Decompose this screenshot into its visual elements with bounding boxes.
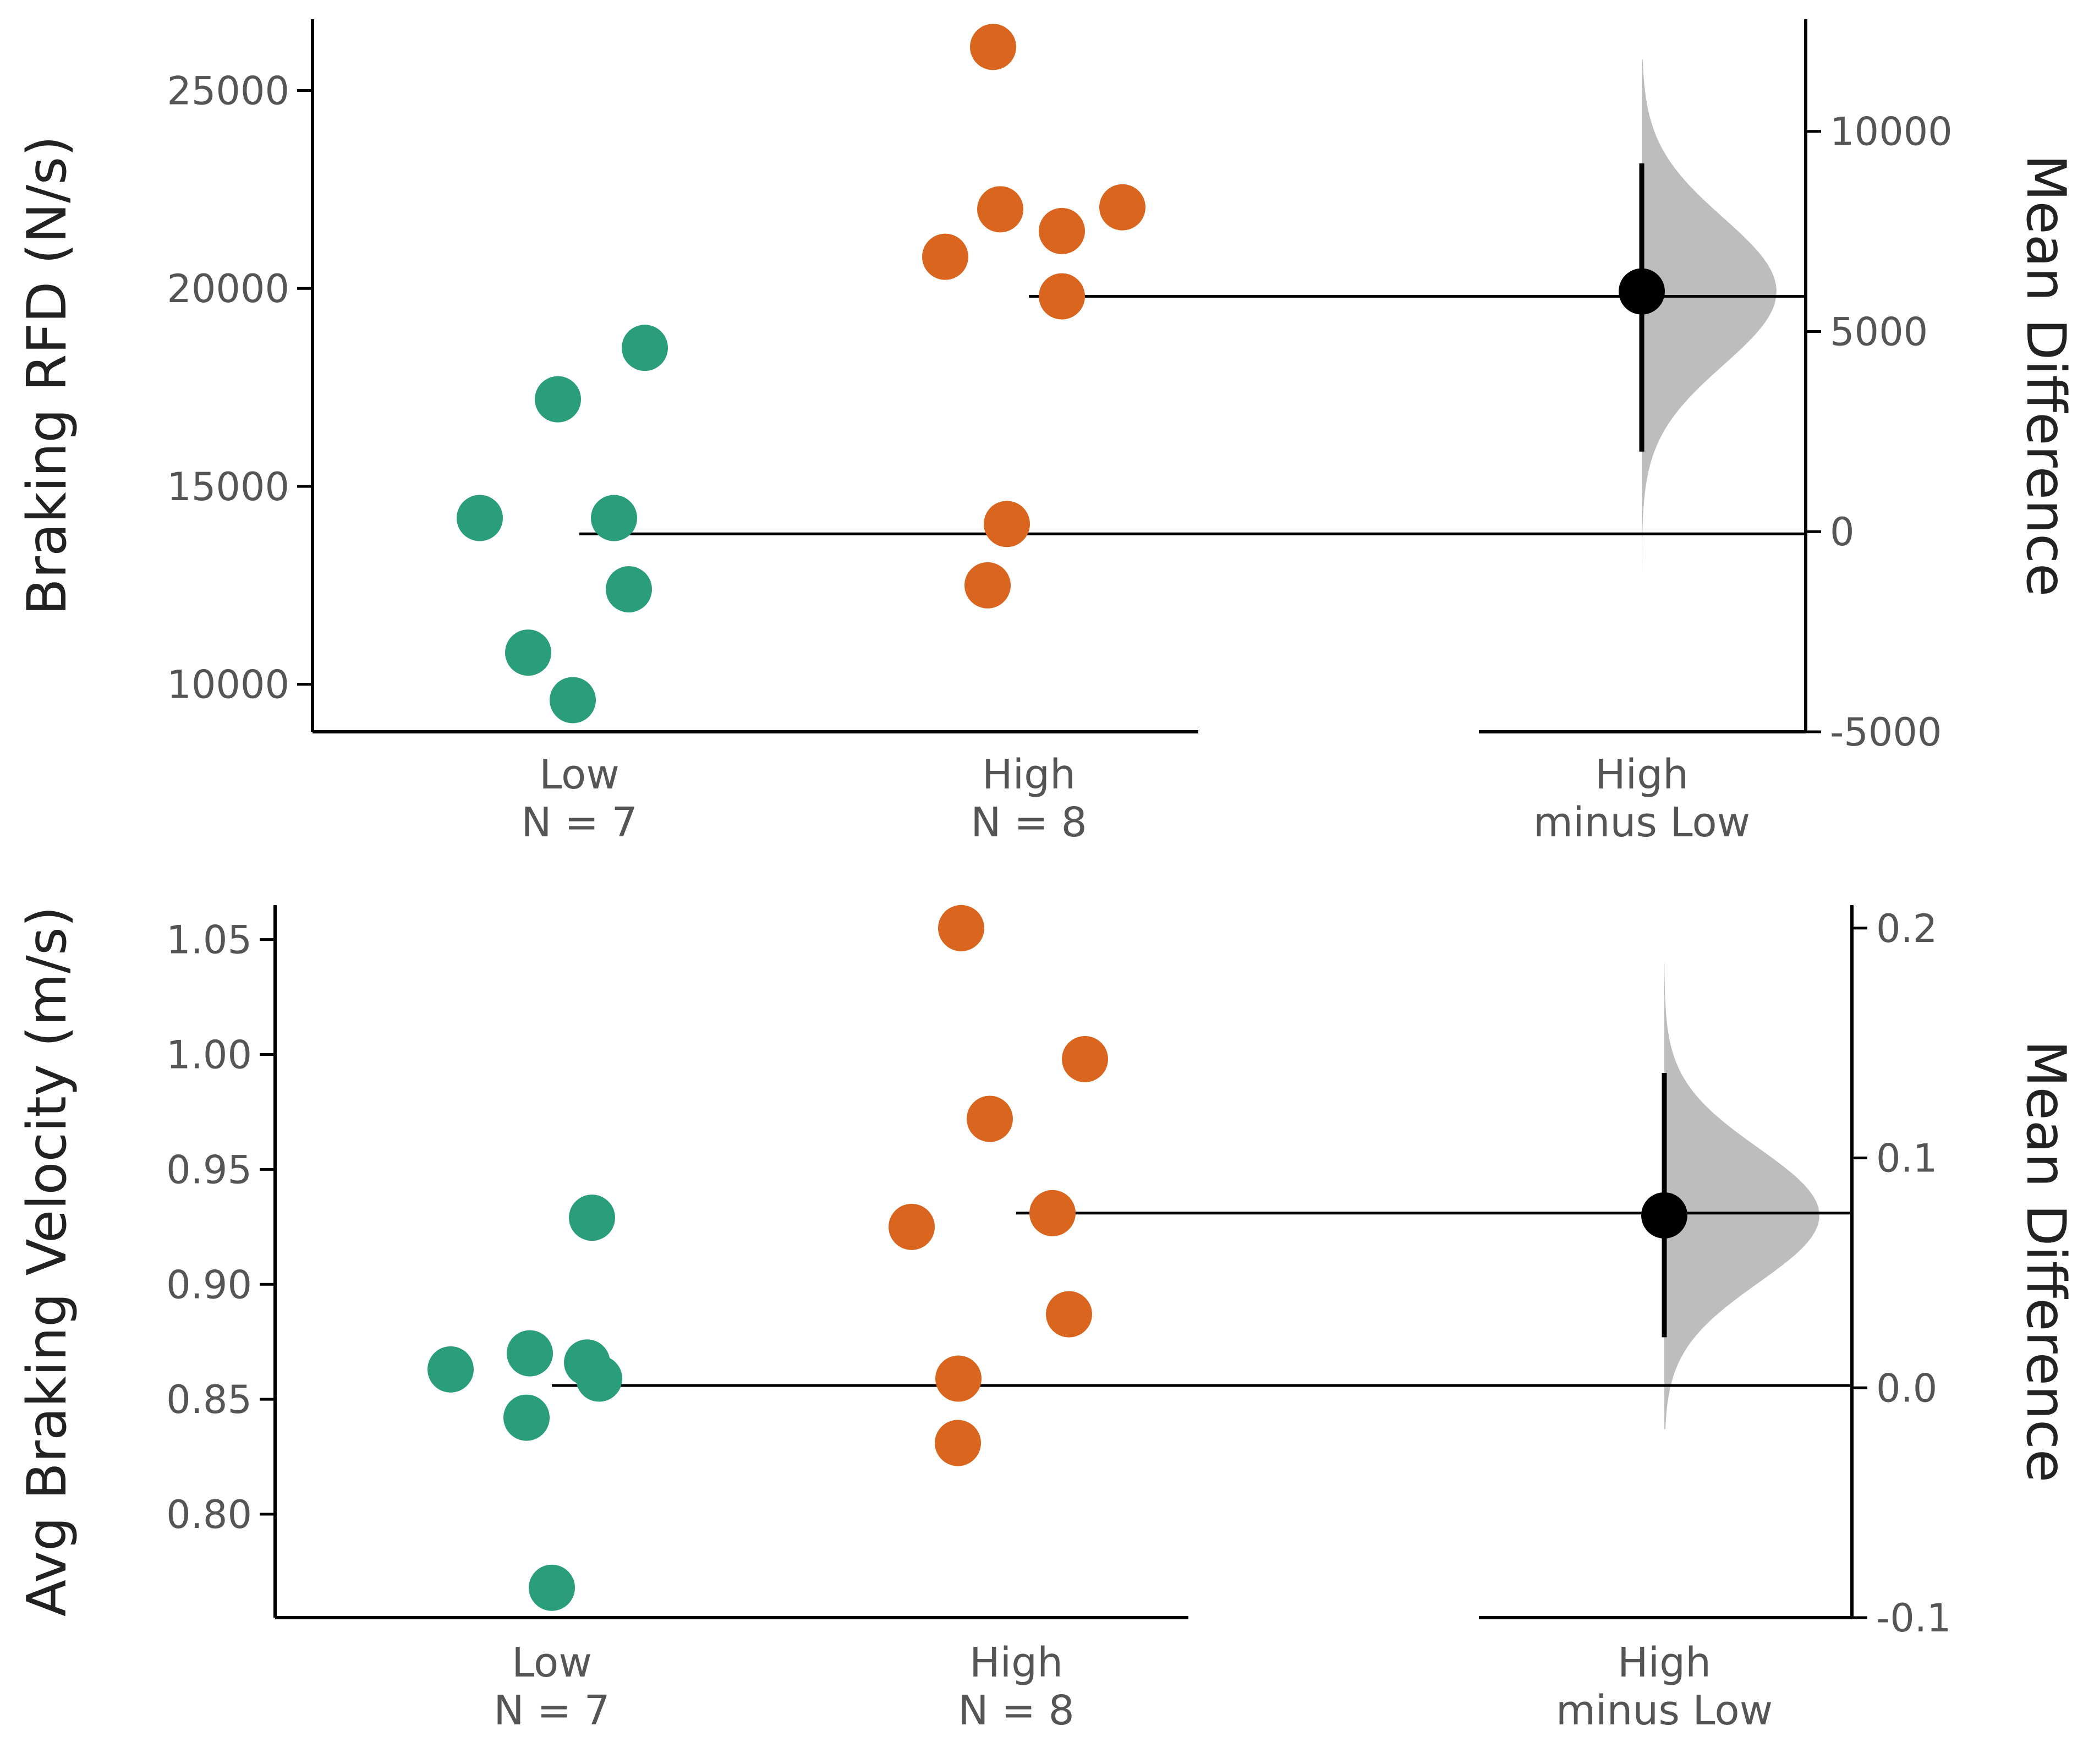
- y-right-tick-label: 10000: [1830, 109, 1953, 155]
- data-point-high: [1099, 184, 1145, 231]
- category-n-label-high: N = 8: [958, 1687, 1075, 1734]
- y-tick-label: 0.90: [166, 1262, 252, 1307]
- data-point-low: [427, 1346, 474, 1393]
- y-right-tick-label: 0.1: [1876, 1136, 1937, 1181]
- contrast-label: High: [1618, 1639, 1711, 1686]
- contrast-label: High: [1595, 751, 1689, 798]
- category-n-label-low: N = 7: [521, 799, 638, 846]
- data-point-low: [505, 629, 551, 676]
- data-point-high: [1039, 273, 1085, 320]
- data-point-low: [564, 1339, 610, 1386]
- mean-difference-point: [1641, 1192, 1687, 1239]
- y-axis-title-right: Mean Difference: [2014, 1040, 2077, 1482]
- y-tick-label: 25000: [167, 69, 289, 114]
- data-point-high: [1029, 1190, 1076, 1236]
- data-point-low: [507, 1330, 553, 1377]
- data-point-low: [457, 495, 503, 541]
- data-point-high: [1062, 1036, 1108, 1082]
- data-point-high: [1046, 1291, 1092, 1338]
- y-right-tick-label: 0: [1830, 510, 1855, 555]
- category-label-high: High: [969, 1639, 1063, 1686]
- data-point-high: [935, 1420, 981, 1466]
- bootstrap-distribution: [1642, 59, 1777, 572]
- y-right-tick-label: 0.2: [1876, 906, 1937, 951]
- data-point-high: [984, 501, 1030, 547]
- data-point-low: [591, 495, 637, 541]
- y-axis-title: Avg Braking Velocity (m/s): [16, 906, 79, 1617]
- y-tick-label: 0.95: [166, 1147, 252, 1192]
- category-label-low: Low: [539, 751, 620, 798]
- data-point-low: [606, 566, 652, 612]
- y-right-tick-label: 0.0: [1876, 1366, 1937, 1411]
- category-label-high: High: [982, 751, 1076, 798]
- y-tick-label: 1.05: [166, 918, 252, 963]
- contrast-label-line2: minus Low: [1533, 799, 1750, 846]
- data-point-high: [967, 1095, 1013, 1142]
- contrast-label-line2: minus Low: [1556, 1687, 1773, 1734]
- y-tick-label: 0.85: [166, 1377, 252, 1422]
- data-point-low: [529, 1564, 575, 1611]
- data-point-high: [964, 562, 1011, 609]
- y-axis-title: Braking RFD (N/s): [16, 136, 79, 616]
- y-right-tick-label: -0.1: [1876, 1596, 1952, 1641]
- data-point-high: [922, 233, 968, 280]
- y-right-tick-label: -5000: [1830, 710, 1942, 755]
- data-point-high: [977, 186, 1023, 233]
- category-n-label-high: N = 8: [971, 799, 1087, 846]
- data-point-low: [550, 677, 596, 724]
- category-n-label-low: N = 7: [494, 1687, 610, 1734]
- data-point-high: [935, 1355, 982, 1402]
- data-point-high: [889, 1203, 935, 1250]
- y-tick-label: 10000: [167, 662, 289, 708]
- y-right-tick-label: 5000: [1830, 309, 1928, 354]
- y-tick-label: 15000: [167, 464, 289, 510]
- category-label-low: Low: [512, 1639, 592, 1686]
- data-point-high: [1039, 207, 1085, 254]
- data-point-high: [938, 905, 984, 951]
- data-point-low: [535, 376, 581, 423]
- bootstrap-distribution: [1664, 962, 1819, 1429]
- data-point-low: [622, 325, 668, 371]
- data-point-high: [970, 24, 1016, 70]
- y-tick-label: 20000: [167, 266, 289, 311]
- y-tick-label: 0.80: [166, 1492, 252, 1537]
- y-axis-title-right: Mean Difference: [2014, 155, 2077, 596]
- mean-difference-point: [1619, 268, 1665, 315]
- data-point-low: [569, 1195, 615, 1241]
- data-point-low: [503, 1394, 550, 1441]
- braking-rfd-panel: 10000 15000 20000 25000 -5000 0 5000 10000 Braki…: [16, 19, 2077, 846]
- y-tick-label: 1.00: [166, 1033, 252, 1078]
- braking-velocity-panel: 0.80 0.85 0.90 0.95 1.00 1.05 -0.1 0.0 0.1 0.2 Avg…: [16, 905, 2077, 1734]
